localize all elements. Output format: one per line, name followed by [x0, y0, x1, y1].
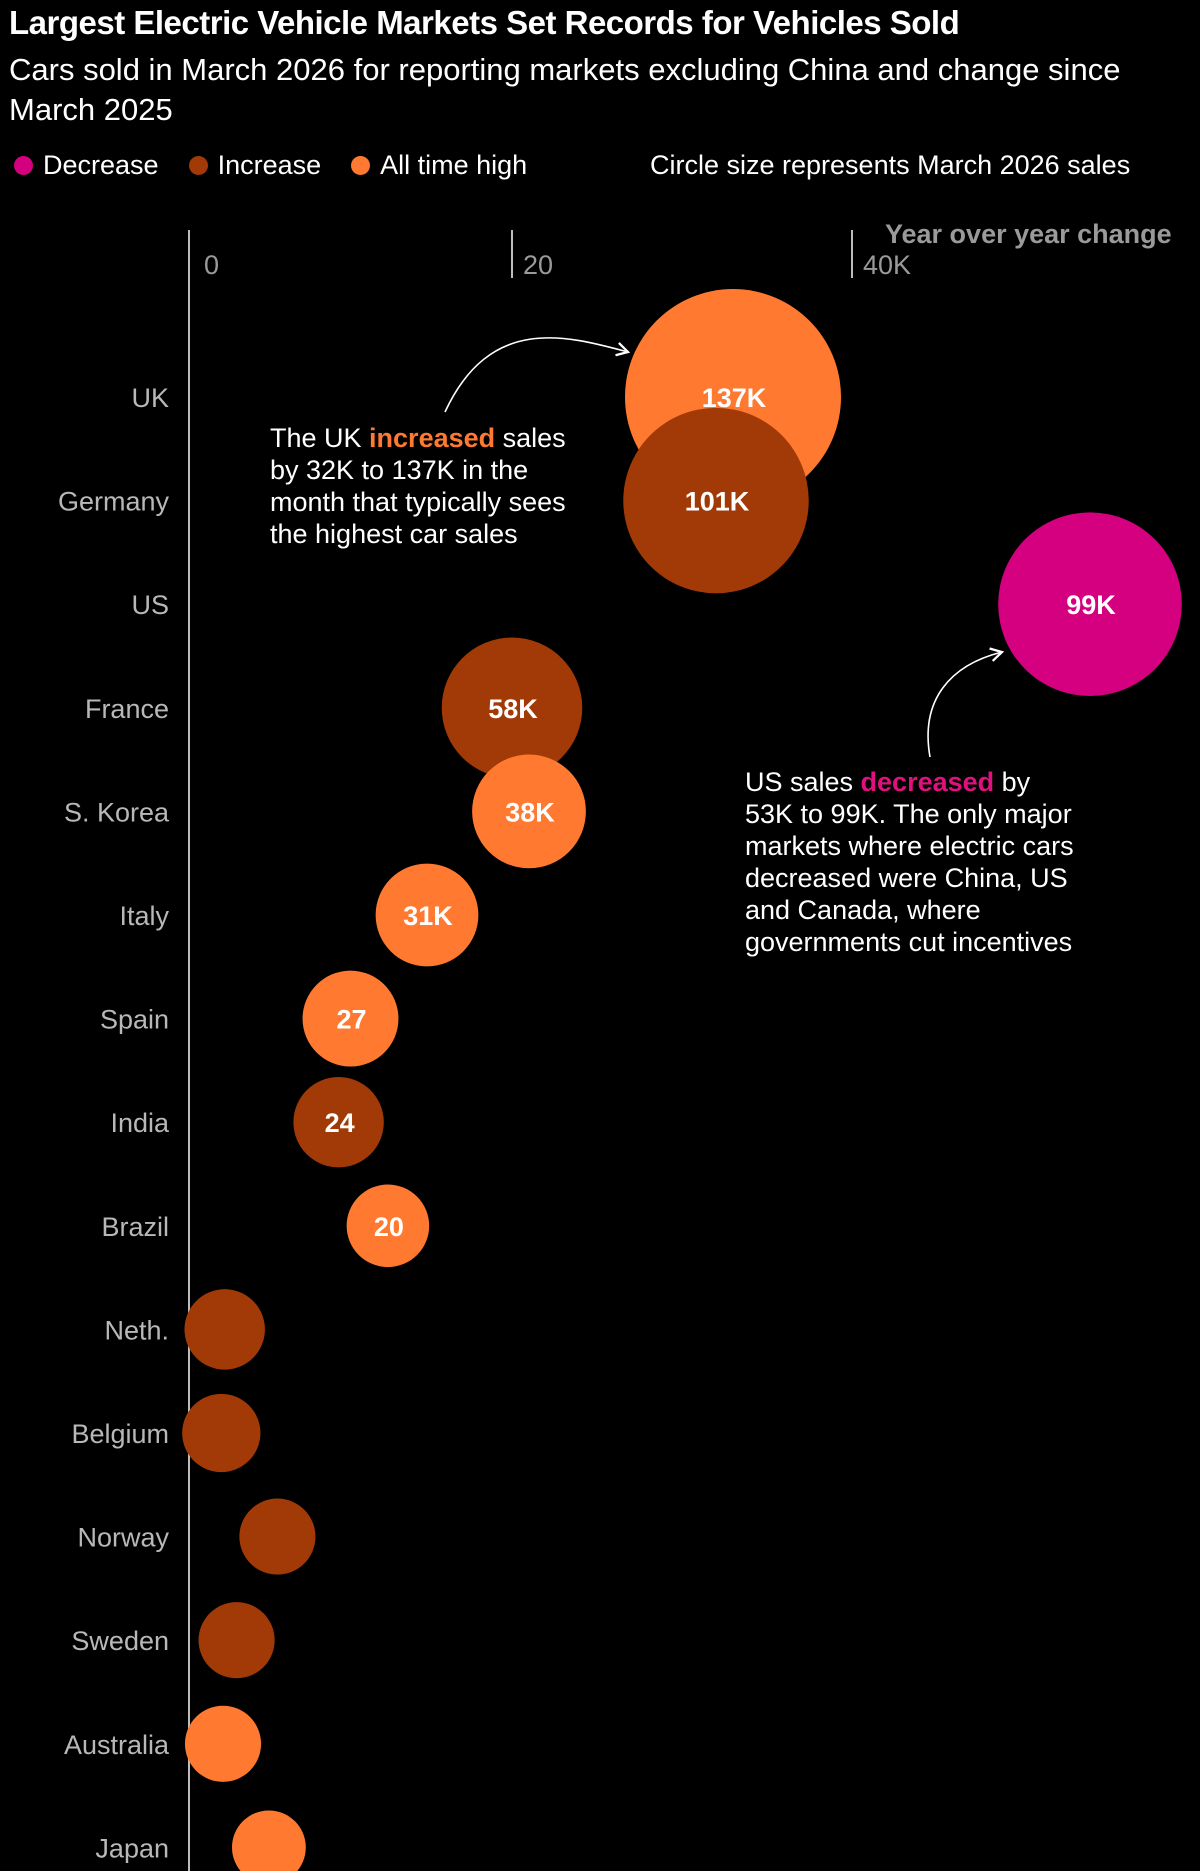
country-label-us: US: [131, 590, 169, 620]
us-annotation-line: decreased were China, US: [745, 863, 1068, 893]
size-note: Circle size represents March 2026 sales: [650, 150, 1131, 180]
country-label-spain: Spain: [100, 1005, 169, 1035]
legend-swatch-increase: [188, 156, 208, 175]
x-tick-label: 40K: [863, 250, 911, 280]
legend: Decrease Increase All time high Circle s…: [14, 150, 1130, 181]
country-label-uk: UK: [131, 383, 169, 413]
point-sweden: [198, 1602, 275, 1679]
value-label-india: 24: [325, 1108, 355, 1138]
country-label-s-korea: S. Korea: [64, 797, 170, 827]
value-label-germany: 101K: [685, 487, 750, 517]
value-label-spain: 27: [336, 1005, 366, 1035]
country-label-neth: Neth.: [104, 1315, 169, 1345]
uk-annotation-line: month that typically sees: [270, 487, 566, 517]
chart-subtitle: Cars sold in March 2026 for reporting ma…: [9, 52, 1121, 127]
us-annotation-line: US sales decreased by: [745, 767, 1031, 797]
point-belgium: [182, 1393, 261, 1473]
uk-annotation-line: by 32K to 137K in the: [270, 455, 528, 485]
country-label-italy: Italy: [119, 901, 169, 931]
x-axis-title: Year over year change: [885, 219, 1172, 249]
country-label-belgium: Belgium: [71, 1419, 169, 1449]
x-tick-label: 20: [523, 250, 553, 280]
country-label-sweden: Sweden: [71, 1626, 169, 1656]
legend-item-decrease: Decrease: [14, 150, 159, 181]
point-france: [441, 637, 583, 779]
legend-label-decrease: Decrease: [43, 150, 159, 180]
country-label-japan: Japan: [95, 1833, 169, 1863]
country-label-norway: Norway: [77, 1523, 169, 1553]
country-label-india: India: [110, 1108, 170, 1138]
point-india: [293, 1076, 384, 1168]
point-japan: [232, 1810, 306, 1871]
value-label-s-korea: 38K: [505, 797, 555, 827]
us-annotation-line: and Canada, where: [745, 895, 981, 925]
value-label-us: 99K: [1066, 590, 1116, 620]
point-neth: [184, 1289, 265, 1370]
uk-annotation-line: the highest car sales: [270, 519, 518, 549]
point-norway: [239, 1498, 316, 1575]
value-label-brazil: 20: [374, 1212, 404, 1242]
legend-label-increase: Increase: [217, 150, 322, 180]
country-label-brazil: Brazil: [101, 1212, 169, 1242]
country-label-france: France: [85, 694, 169, 724]
uk-annotation-arrow: [444, 337, 631, 413]
x-tick-label: 0: [204, 250, 219, 280]
point-italy: [375, 863, 479, 967]
us-annotation-line: 53K to 99K. The only major: [745, 799, 1072, 829]
value-label-uk: 137K: [702, 383, 767, 413]
point-s-korea: [472, 754, 586, 869]
point-us: [998, 512, 1182, 697]
point-australia: [184, 1705, 262, 1782]
point-spain: [302, 970, 399, 1067]
legend-item-all-time-high: All time high: [351, 150, 527, 181]
legend-swatch-all-time-high: [351, 156, 371, 175]
legend-item-increase: Increase: [188, 150, 322, 181]
point-germany: [623, 407, 809, 594]
us-annotation-line: governments cut incentives: [745, 927, 1072, 957]
legend-label-all-time-high: All time high: [380, 150, 528, 180]
country-label-germany: Germany: [58, 487, 170, 517]
value-label-france: 58K: [488, 694, 538, 724]
point-brazil: [346, 1184, 430, 1268]
value-label-italy: 31K: [403, 901, 453, 931]
us-annotation-line: markets where electric cars: [745, 831, 1074, 861]
country-label-australia: Australia: [64, 1730, 170, 1760]
legend-swatch-decrease: [14, 156, 33, 175]
chart-title: Largest Electric Vehicle Markets Set Rec…: [9, 4, 960, 41]
uk-annotation-line: The UK increased sales: [270, 423, 566, 453]
us-annotation-arrow: [927, 647, 1005, 758]
